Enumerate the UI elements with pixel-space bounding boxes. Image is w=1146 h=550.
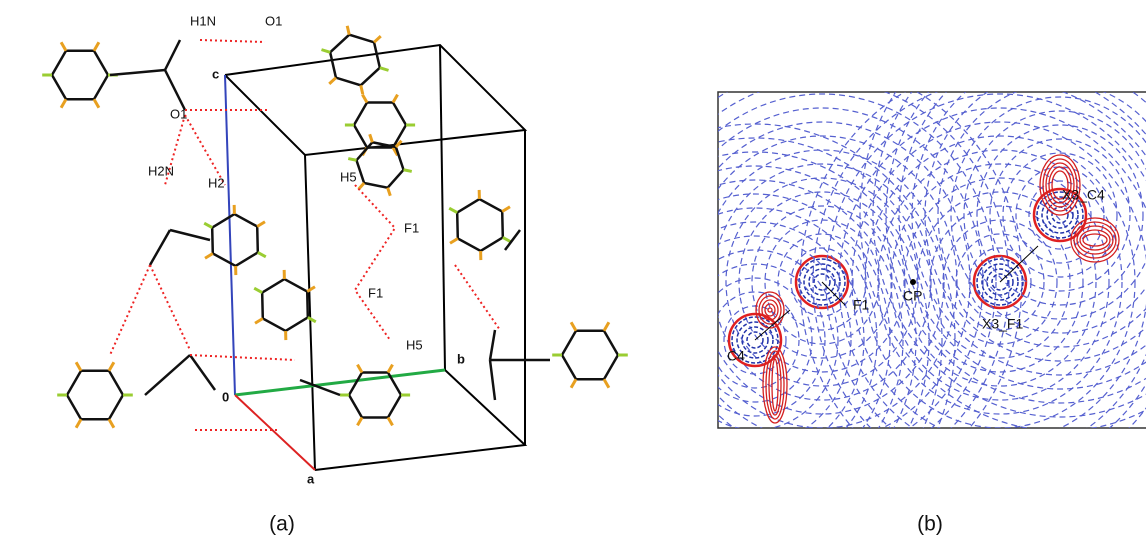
bond <box>258 252 266 256</box>
bond <box>490 360 495 400</box>
molecules <box>42 26 628 428</box>
bond <box>165 70 185 110</box>
atom-label: X3_C4 <box>1062 187 1105 203</box>
panel-b: X3_C4 CP F1 X3_F1 C4 <box>555 0 1146 550</box>
bond <box>370 134 373 142</box>
atom-label: O1 <box>170 106 187 121</box>
ring <box>262 279 308 331</box>
bond <box>170 230 210 240</box>
bond <box>165 40 180 70</box>
bond <box>110 70 165 75</box>
bond <box>502 207 510 212</box>
ring <box>562 331 618 379</box>
bond <box>94 42 99 50</box>
bond <box>321 50 330 53</box>
panel-a: H1N O1 c O1 H2N H2 H5 F1 F1 H5 b 0 a <box>42 13 628 486</box>
bond <box>255 319 263 324</box>
caption: (b) <box>917 513 943 536</box>
atom-label: C4 <box>727 348 745 364</box>
bond <box>388 418 393 426</box>
caption: (a) <box>269 513 295 536</box>
bond <box>308 317 316 321</box>
bond <box>109 419 114 427</box>
atom-label: c <box>212 66 219 81</box>
bond <box>204 223 212 227</box>
atom-label: F1 <box>368 285 383 300</box>
bond <box>61 42 66 50</box>
bond <box>388 188 391 196</box>
bond <box>254 288 262 292</box>
bond <box>190 355 215 390</box>
bond <box>61 99 66 107</box>
bond <box>76 419 81 427</box>
bond <box>362 95 367 103</box>
bond <box>503 237 511 241</box>
atom-label: H2N <box>148 163 174 178</box>
bond <box>450 239 458 244</box>
bond <box>94 99 99 107</box>
atom-label: H2 <box>208 175 225 190</box>
bond <box>361 85 363 94</box>
atom-label: X3_F1 <box>982 316 1023 332</box>
atom-label: F1 <box>404 220 419 235</box>
bond <box>393 95 398 103</box>
atom-label: F1 <box>853 297 870 313</box>
atom-label: b <box>457 351 465 366</box>
bond <box>388 365 393 373</box>
atom-label: H1N <box>190 13 216 28</box>
bond <box>150 230 170 265</box>
bond <box>449 208 457 212</box>
bond <box>205 254 213 259</box>
bond <box>571 379 576 387</box>
atom-label: CP <box>903 288 922 304</box>
bond <box>374 36 381 42</box>
atom-label: H5 <box>340 169 357 184</box>
ring <box>52 51 108 99</box>
bond <box>404 170 412 172</box>
atom-label: H5 <box>406 337 423 352</box>
bond <box>348 159 356 161</box>
atom-label: 0 <box>222 389 229 404</box>
bond <box>347 26 349 35</box>
bond <box>604 379 609 387</box>
ring <box>457 199 503 251</box>
bond <box>571 322 576 330</box>
atom-label: O1 <box>265 13 282 28</box>
bond <box>329 78 336 84</box>
bond <box>109 362 114 370</box>
ring <box>212 214 258 266</box>
bond <box>380 68 389 71</box>
critical-point <box>910 279 916 285</box>
bond <box>257 222 265 227</box>
bond <box>490 330 495 360</box>
figure: H1N O1 c O1 H2N H2 H5 F1 F1 H5 b 0 a X3_C4 CP F1 X3_F1 C… <box>0 0 1146 550</box>
bond <box>145 355 190 395</box>
atom-label: a <box>307 471 315 486</box>
bond <box>357 418 362 426</box>
bond <box>76 362 81 370</box>
ring <box>67 371 123 419</box>
bond <box>357 365 362 373</box>
bond <box>604 322 609 330</box>
ring <box>354 102 406 147</box>
